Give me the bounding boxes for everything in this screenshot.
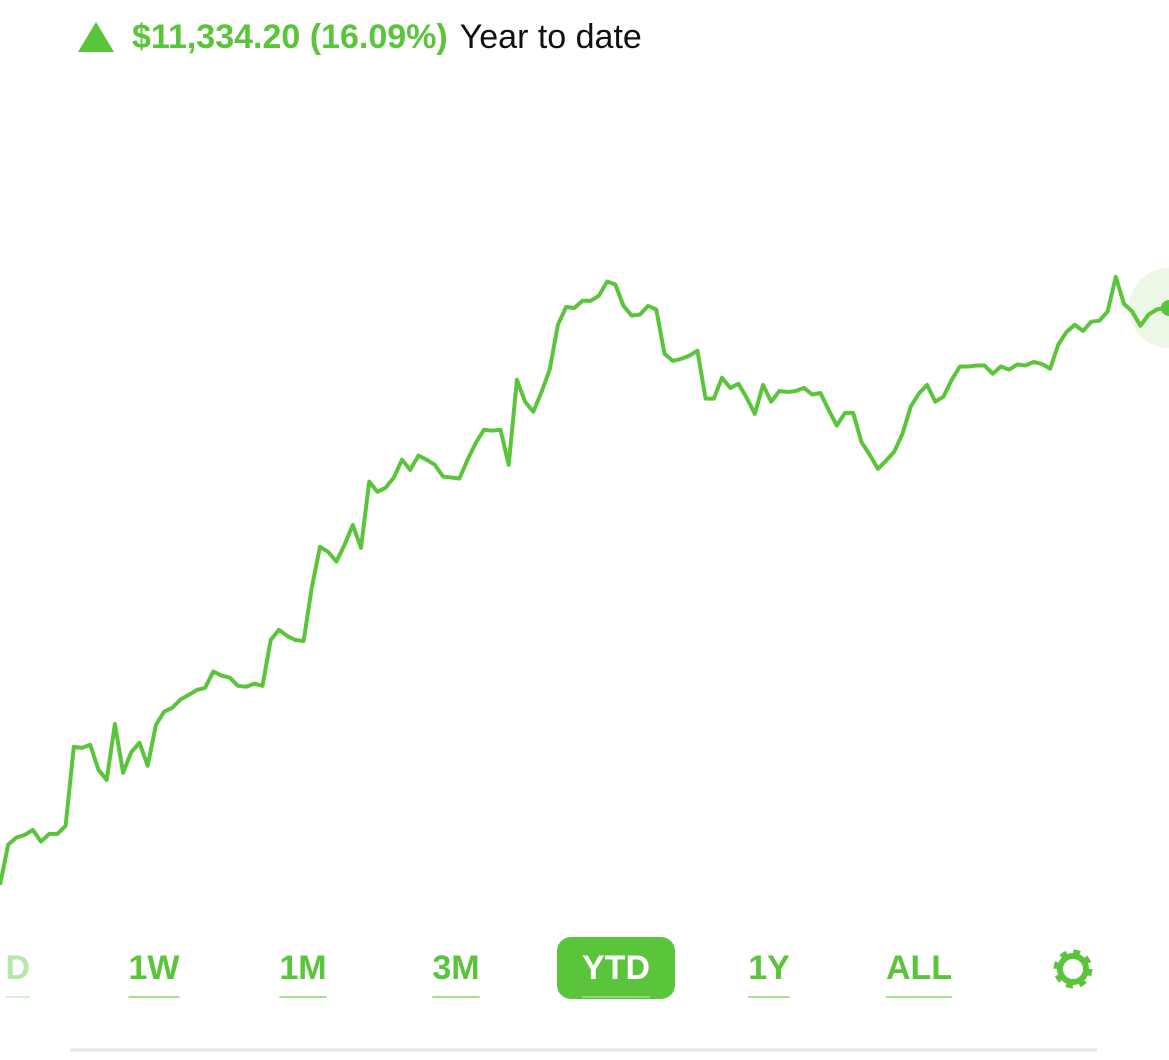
chart — [0, 267, 1169, 886]
change-value: $11,334.20 (16.09%) — [132, 18, 448, 56]
period-tab[interactable]: ALL — [886, 949, 952, 987]
period-tabs: D 1W 1M 3M YTD 1Y ALL — [5, 937, 953, 999]
period-tab[interactable]: 1Y — [748, 949, 790, 987]
selected-pill — [557, 937, 675, 999]
period-tab[interactable]: YTD — [582, 949, 650, 987]
period-label: Year to date — [460, 18, 642, 56]
period-tab[interactable]: D — [5, 949, 30, 987]
period-tab[interactable]: 1M — [279, 949, 326, 987]
current-dot — [1161, 299, 1169, 316]
period-tab[interactable]: 3M — [432, 949, 479, 987]
current-halo — [1129, 267, 1169, 348]
settings-gear[interactable] — [1053, 949, 1093, 989]
price-line — [0, 274, 1166, 886]
up-arrow — [78, 22, 114, 52]
period-tab[interactable]: 1W — [129, 949, 181, 987]
